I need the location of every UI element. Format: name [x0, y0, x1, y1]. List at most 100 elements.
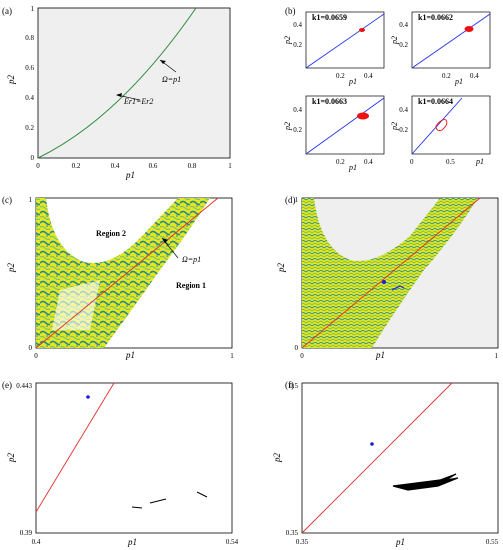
- k-label: k1=0.0662: [418, 13, 453, 22]
- panel-f-line: [301, 382, 453, 534]
- panel-e-frame: [35, 382, 233, 534]
- subplot-ylabel: p2: [390, 122, 399, 131]
- attractor: [359, 28, 365, 32]
- panel-c-annotation-omega: Ω=p1: [161, 237, 201, 264]
- subplot-xlabel: p1: [475, 157, 484, 166]
- k-label: k1=0.0663: [312, 97, 347, 106]
- region-2-label: Region 2: [96, 229, 126, 238]
- y-tick-label: 0.4: [25, 94, 34, 102]
- panel-b-subplot-4: k1=0.0664 0 0.5 p1 0.2 0.4 p2: [390, 95, 491, 166]
- x-tick-label: 0.8: [188, 162, 197, 170]
- x-tick-label: 0.2: [442, 72, 451, 80]
- annotation-omega: Ω=p1: [162, 75, 181, 84]
- annotation-er: Er1=Er2: [123, 97, 153, 106]
- attractor: [464, 26, 474, 32]
- panel-b-tag: (b): [285, 6, 296, 16]
- panel-b-subplot-3: k1=0.0663 0.2 0.4 p1 0.2 0.4 p2: [283, 95, 385, 172]
- panel-d-point: [382, 280, 386, 284]
- panel-a-yticks: 0 0.2 0.4 0.6 0.8 1: [25, 5, 34, 162]
- region-1-label: Region 1: [176, 281, 206, 290]
- panel-e-segment: [196, 491, 208, 498]
- panel-a-annotation-er: Er1=Er2: [116, 93, 153, 106]
- panel-f-point: [370, 442, 374, 446]
- panel-a-annotation-omega: Ω=p1: [159, 59, 181, 84]
- y-tick-label: 0.4: [293, 106, 302, 114]
- y-tick-label: 0.2: [399, 126, 408, 134]
- y-tick-label: 0.2: [399, 41, 408, 49]
- panel-b: (b) k1=0.0659 0.2 0.4 p1 0.2 0.4 p2 k1=0…: [283, 6, 491, 172]
- subplot-ylabel: p2: [390, 36, 399, 45]
- panel-a-ylabel: p2: [6, 75, 16, 86]
- subplot-xlabel: p1: [348, 163, 357, 172]
- attractor: [435, 119, 448, 131]
- x-tick-label: 0.5: [446, 158, 455, 166]
- x-tick-label: 0.35: [296, 538, 309, 546]
- y-tick-label: 0.2: [293, 126, 302, 134]
- panel-a-frame: [37, 7, 231, 159]
- subplot-ylabel: p2: [283, 36, 292, 45]
- x-tick-label: 1: [230, 352, 234, 360]
- y-tick-label: 0.5: [289, 382, 298, 390]
- panel-d-curve: [301, 197, 481, 349]
- y-tick-label: 0: [31, 154, 35, 162]
- subplot-xlabel: p1: [348, 77, 357, 86]
- y-tick-label: 0.2: [293, 41, 302, 49]
- panel-a-xlabel: p1: [125, 170, 135, 180]
- panel-d: (d) p2 p1 0 1 0 1: [276, 195, 499, 360]
- subplot-line: [411, 97, 463, 155]
- x-tick-label: 1: [228, 162, 232, 170]
- panel-e-ylabel: p2: [6, 453, 16, 464]
- subplot-frame: [411, 95, 491, 155]
- x-tick-label: 0.55: [486, 538, 499, 546]
- panel-f-attractor: [392, 473, 459, 491]
- y-tick-label: 0: [29, 344, 33, 352]
- panel-d-tag: (d): [285, 195, 296, 205]
- y-tick-label: 1: [31, 5, 35, 13]
- panel-c-dots: [52, 280, 100, 330]
- panel-d-basin-stripes: [366, 204, 472, 308]
- x-tick-label: 0: [410, 158, 414, 166]
- x-tick-label: 0.2: [336, 72, 345, 80]
- panel-d-attractor: [391, 285, 405, 291]
- panel-d-xlabel: p1: [375, 350, 385, 360]
- y-tick-label: 0.6: [25, 64, 34, 72]
- y-tick-label: 0.4: [399, 106, 408, 114]
- panel-b-subplot-1: k1=0.0659 0.2 0.4 p1 0.2 0.4 p2: [283, 11, 385, 86]
- y-tick-label: 0.4: [399, 21, 408, 29]
- x-tick-label: 0.2: [336, 158, 345, 166]
- x-tick-label: 0: [36, 162, 40, 170]
- k-label: k1=0.0664: [418, 97, 453, 106]
- panel-e-xlabel: p1: [127, 537, 137, 547]
- x-tick-label: 0: [34, 352, 38, 360]
- panel-a: (a) p2 p1 0 0.2 0.4 0.6 0.8 1 0 0.2 0.4 …: [2, 5, 232, 180]
- x-tick-label: 0.4: [111, 162, 120, 170]
- panel-a-tag: (a): [2, 6, 12, 16]
- x-tick-label: 0.54: [226, 538, 239, 546]
- subplot-line: [411, 13, 491, 69]
- y-tick-label: 0.39: [20, 529, 33, 537]
- y-tick-label: 0: [295, 344, 299, 352]
- panel-f-ylabel: p2: [272, 453, 282, 464]
- panel-a-curve: [37, 7, 197, 159]
- attractor: [357, 112, 369, 120]
- panel-d-ylabel: p2: [276, 263, 286, 274]
- subplot-ylabel: p2: [283, 122, 292, 131]
- y-tick-label: 0.2: [25, 124, 34, 132]
- annotation-omega: Ω=p1: [182, 255, 201, 264]
- panel-c: (c) Region 2 Region 1 Ω=p1 p2 p1 0 1 0 1: [2, 195, 234, 360]
- y-tick-label: 1: [295, 196, 299, 204]
- x-tick-label: 0.6: [149, 162, 158, 170]
- panel-c-xlabel: p1: [125, 350, 135, 360]
- panel-f-frame: [301, 382, 499, 534]
- panel-c-tag: (c): [2, 195, 12, 205]
- x-tick-label: 0.4: [364, 158, 373, 166]
- panel-f: (f) p2 p1 0.35 0.55 0.35 0.5: [272, 380, 499, 547]
- x-tick-label: 0.4: [32, 538, 41, 546]
- panel-e-line: [35, 382, 115, 513]
- subplot-line: [305, 13, 385, 69]
- y-tick-label: 0.443: [16, 382, 32, 390]
- y-tick-label: 0.8: [25, 34, 34, 42]
- y-tick-label: 0.4: [293, 21, 302, 29]
- panel-e-segment: [149, 498, 167, 504]
